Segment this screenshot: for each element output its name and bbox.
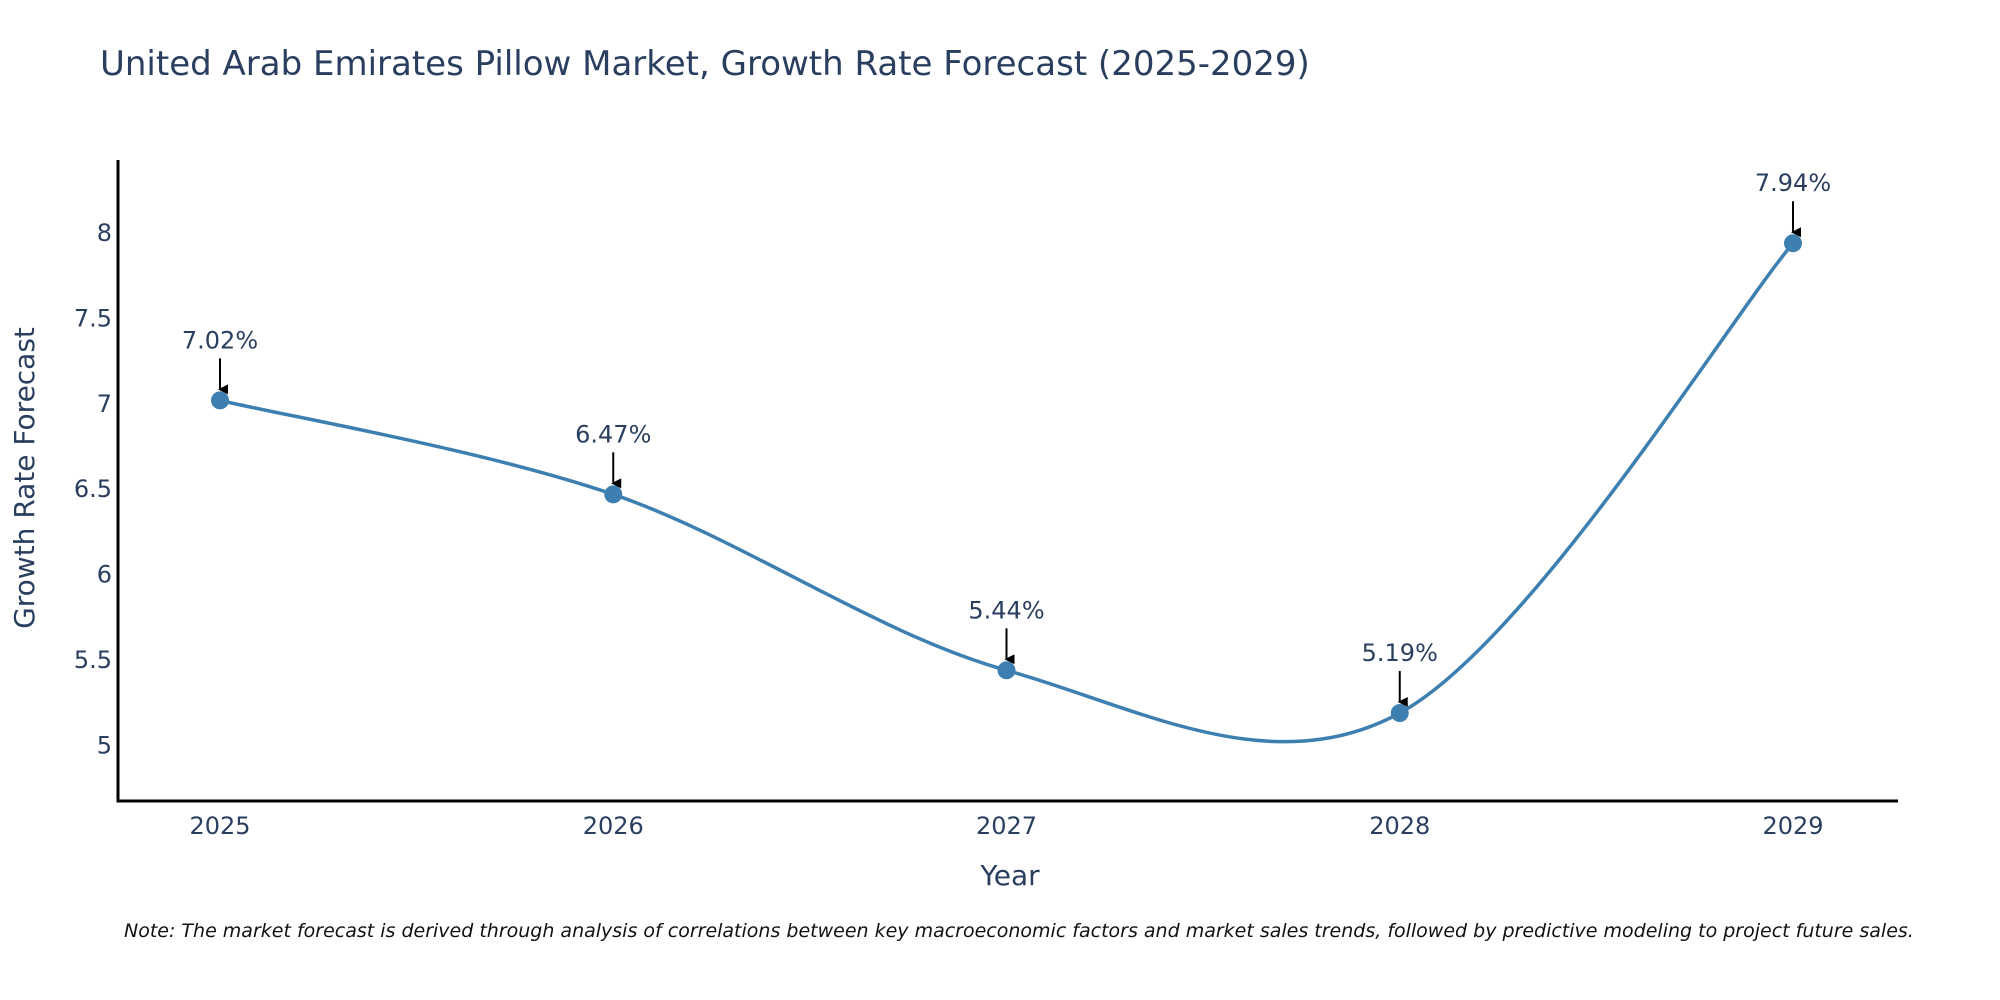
y-tick-label: 6.5	[74, 475, 112, 503]
series-line	[219, 242, 1795, 744]
y-axis-label: Growth Rate Forecast	[8, 327, 41, 629]
x-tick-label: 2026	[583, 812, 644, 840]
y-tick-label: 6	[97, 561, 112, 589]
data-point	[997, 661, 1016, 680]
x-axis-ticks: 2025 2026 2027 2028 2029	[189, 812, 1823, 840]
chart-footnote: Note: The market forecast is derived thr…	[124, 920, 1914, 942]
x-tick-label: 2027	[976, 812, 1037, 840]
data-point	[1390, 704, 1409, 723]
data-annotations: 7.02% 6.47% 5.44% 5.19% 7.94%	[182, 169, 1831, 708]
series-growth-rate	[211, 234, 1802, 744]
y-tick-label: 5	[97, 731, 112, 759]
data-point	[1784, 234, 1802, 253]
y-tick-label: 7	[97, 390, 112, 418]
y-tick-label: 8	[97, 219, 112, 247]
axes	[116, 160, 1898, 803]
y-tick-label: 7.5	[74, 304, 112, 332]
data-label: 6.47%	[575, 420, 651, 448]
x-axis-label: Year	[979, 859, 1040, 892]
x-tick-label: 2028	[1369, 812, 1430, 840]
y-axis-ticks: 5 5.5 6 6.5 7 7.5 8	[74, 219, 112, 760]
data-point	[604, 485, 623, 504]
data-label: 7.02%	[182, 326, 258, 354]
x-tick-label: 2025	[189, 812, 250, 840]
data-point	[211, 391, 229, 410]
y-tick-label: 5.5	[74, 646, 112, 674]
data-label: 5.44%	[968, 596, 1044, 624]
data-label: 5.19%	[1362, 639, 1438, 667]
data-label: 7.94%	[1755, 169, 1831, 197]
x-tick-label: 2029	[1762, 812, 1823, 840]
chart-title: United Arab Emirates Pillow Market, Grow…	[100, 44, 1310, 84]
